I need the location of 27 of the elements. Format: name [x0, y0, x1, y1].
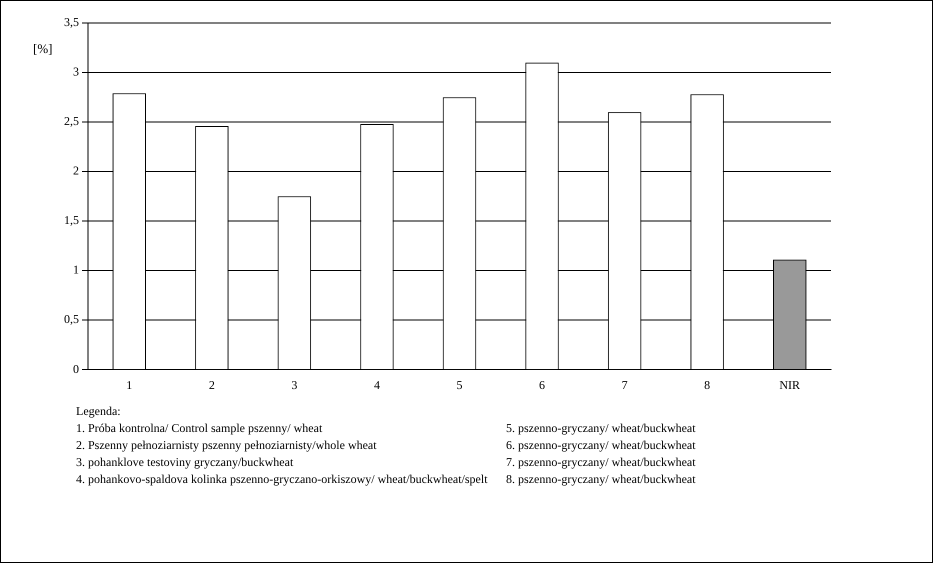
- x-tick-label: 3: [291, 378, 298, 392]
- y-tick-label: 3,5: [64, 15, 79, 30]
- y-tick-label: 0: [73, 362, 79, 376]
- text: 4. pohankovo-spaldova kolinka pszenno-gryczano-orkiszowy/ wheat/buckwheat/spelt: [76, 471, 489, 488]
- text: 5. pszenno-gryczany/ wheat/buckwheat: [506, 420, 697, 437]
- y-tick-label: 3: [73, 64, 79, 79]
- text: 7. pszenno-gryczany/ wheat/buckwheat: [506, 454, 697, 471]
- x-tick-label: NIR: [779, 378, 800, 392]
- text: 1. Próba kontrolna/ Control sample pszenny/ wheat: [76, 420, 324, 437]
- text: 8. pszenno-gryczany/ wheat/buckwheat: [506, 471, 697, 488]
- y-tick-label: 0,5: [64, 312, 79, 326]
- text: 3. pohanklove testoviny gryczany/buckwheat: [76, 454, 294, 471]
- x-tick-label: 2: [208, 378, 215, 392]
- x-tick-label: 6: [539, 378, 546, 392]
- x-tick-label: 7: [622, 378, 628, 392]
- x-tick-label: 1: [126, 378, 132, 392]
- text: Legenda:: [76, 403, 122, 420]
- y-tick-label: 2,5: [64, 114, 79, 128]
- y-tick-label: 1,5: [64, 213, 79, 228]
- x-tick-label: 8: [704, 378, 710, 392]
- y-tick-label: 1: [73, 262, 79, 277]
- y-axis-title: [%]: [33, 41, 52, 57]
- x-tick-label: 4: [374, 378, 380, 392]
- text: 6. pszenno-gryczany/ wheat/buckwheat: [506, 437, 697, 454]
- text: 2. Pszenny pełnoziarnisty pszenny pełnoziarnisty/whole wheat: [76, 437, 378, 454]
- x-tick-label: 5: [456, 378, 462, 392]
- y-tick-label: 2: [73, 164, 79, 178]
